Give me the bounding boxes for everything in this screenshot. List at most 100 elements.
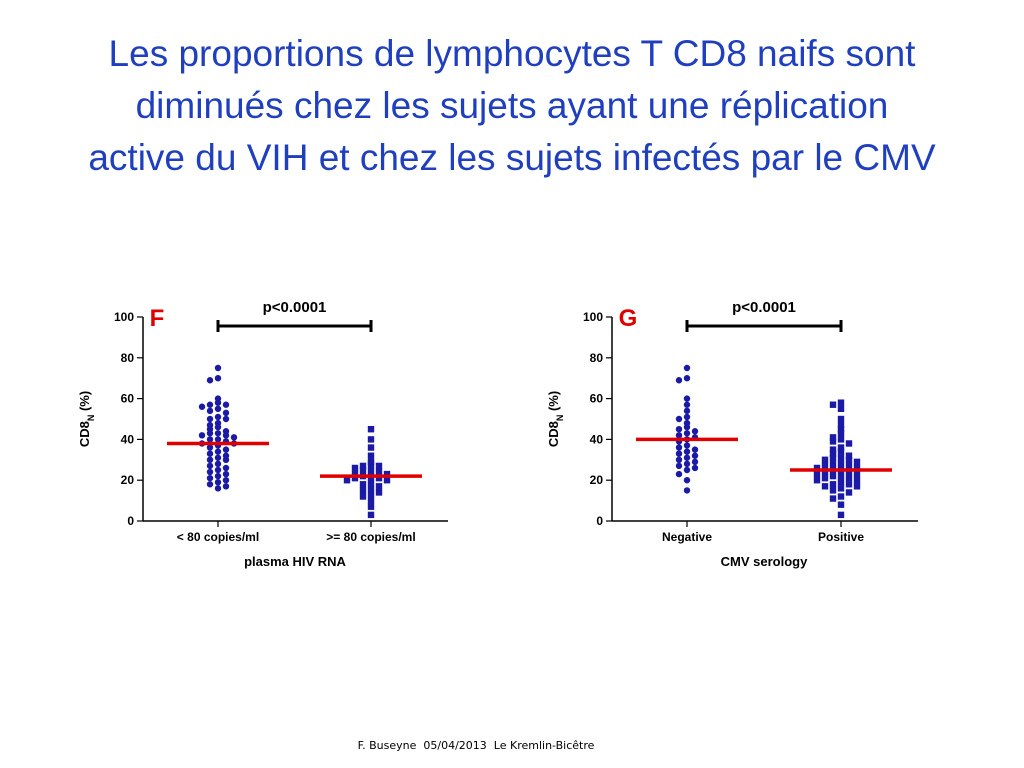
data-point (222, 401, 230, 408)
x-axis-title: CMV serology (721, 554, 808, 569)
y-axis-title: CD8N (%) (546, 391, 565, 447)
y-tick-label: 40 (121, 432, 135, 446)
data-point (383, 470, 391, 478)
data-point (675, 456, 683, 463)
data-point (351, 470, 359, 478)
data-point (837, 399, 845, 406)
data-point (821, 462, 829, 470)
y-tick-label: 60 (590, 392, 604, 406)
data-point (837, 415, 845, 423)
data-point (222, 464, 230, 472)
data-point (206, 401, 214, 408)
data-point (821, 483, 829, 490)
y-tick-label: 100 (114, 310, 134, 324)
data-point (383, 477, 391, 484)
data-point (359, 462, 367, 470)
data-point (845, 456, 853, 463)
data-point (829, 472, 837, 480)
data-point (675, 377, 683, 384)
data-point (214, 485, 222, 492)
data-point (367, 426, 375, 433)
data-point (367, 503, 375, 510)
data-point (845, 452, 853, 459)
data-point (214, 436, 222, 443)
data-point (675, 444, 683, 451)
data-point (829, 434, 837, 441)
significance-label: p<0.0001 (732, 299, 796, 316)
data-point (367, 485, 375, 492)
panel-letter: F (150, 305, 165, 332)
panel-letter: G (619, 305, 638, 332)
data-point (683, 430, 691, 437)
data-point (829, 460, 837, 468)
slide-title-line: diminués chez les sujets ayant une répli… (135, 85, 889, 126)
data-point (206, 444, 214, 451)
data-point (359, 487, 367, 494)
data-point (351, 464, 359, 472)
data-point (198, 432, 206, 439)
data-point (845, 468, 853, 476)
y-tick-label: 100 (583, 310, 603, 324)
data-point (821, 474, 829, 482)
data-point (853, 477, 861, 484)
data-point (375, 483, 383, 490)
data-point (214, 466, 222, 474)
data-point (214, 399, 222, 406)
data-point (206, 450, 214, 457)
data-point (853, 483, 861, 490)
y-tick-label: 20 (121, 473, 135, 487)
data-point (214, 479, 222, 486)
data-point (206, 415, 214, 423)
data-point (206, 456, 214, 463)
data-point (343, 477, 351, 484)
data-point (691, 428, 699, 435)
data-point (214, 430, 222, 437)
x-tick-label: Positive (818, 530, 864, 544)
data-point (853, 470, 861, 478)
data-point (829, 446, 837, 453)
data-point (813, 477, 821, 484)
data-point (837, 405, 845, 412)
data-point (222, 477, 230, 484)
data-point (675, 426, 683, 433)
data-point (351, 474, 359, 482)
data-point (230, 434, 238, 441)
data-point (683, 448, 691, 455)
data-point (845, 462, 853, 470)
data-point (691, 458, 699, 466)
data-point (837, 479, 845, 486)
data-point (367, 452, 375, 459)
data-point (222, 432, 230, 439)
y-tick-label: 80 (590, 351, 604, 365)
y-tick-label: 0 (127, 514, 134, 528)
data-point (683, 375, 691, 382)
data-point (845, 474, 853, 482)
x-tick-label: >= 80 copies/ml (326, 530, 415, 544)
data-point (367, 466, 375, 474)
data-point (359, 493, 367, 500)
data-point (683, 477, 691, 484)
y-axis-title: CD8N (%) (77, 391, 96, 447)
data-point (829, 454, 837, 461)
data-point (837, 448, 845, 455)
data-point (359, 466, 367, 474)
data-point (198, 403, 206, 410)
data-point (845, 481, 853, 488)
data-point (813, 464, 821, 472)
data-point (821, 456, 829, 463)
data-point (691, 452, 699, 459)
y-tick-label: 0 (596, 514, 603, 528)
data-point (222, 456, 230, 463)
data-point (691, 464, 699, 472)
data-point (837, 454, 845, 461)
data-point (367, 511, 375, 519)
data-point (683, 442, 691, 449)
data-point (683, 401, 691, 408)
data-point (359, 481, 367, 488)
data-point (853, 458, 861, 466)
data-point (675, 450, 683, 457)
data-point (837, 421, 845, 429)
data-point (222, 470, 230, 478)
data-point (367, 479, 375, 486)
